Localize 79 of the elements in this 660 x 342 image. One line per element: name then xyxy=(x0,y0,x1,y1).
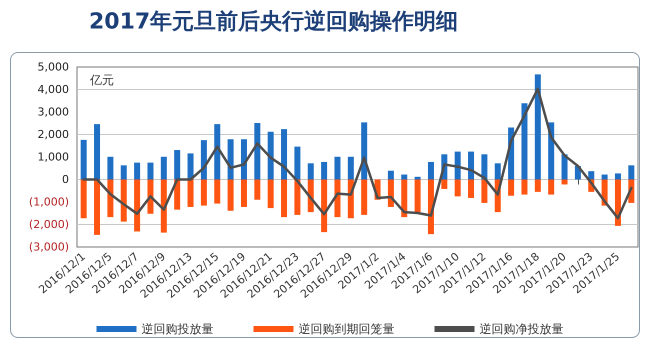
y-tick-label: 0 xyxy=(62,173,69,186)
bar xyxy=(160,156,167,180)
y-tick-label: 1,000 xyxy=(38,150,69,164)
bar xyxy=(562,180,568,184)
bar xyxy=(334,156,340,180)
bar xyxy=(521,103,528,180)
y-tick-label: 3,000 xyxy=(38,106,69,118)
bar xyxy=(401,174,408,180)
bar xyxy=(80,180,87,218)
y-tick-label: 2,000 xyxy=(38,128,69,141)
legend-label: 逆回购到期回笼量 xyxy=(298,322,394,336)
bar xyxy=(254,123,260,180)
line-series xyxy=(82,88,633,220)
bar xyxy=(602,174,608,180)
bar xyxy=(508,180,514,196)
legend-label: 逆回购投放量 xyxy=(142,322,214,336)
bar xyxy=(481,154,488,180)
bar xyxy=(441,180,448,189)
bar xyxy=(588,171,594,180)
bar xyxy=(321,162,328,180)
bar xyxy=(200,140,207,180)
bar xyxy=(240,139,247,180)
bar xyxy=(120,165,127,180)
bar xyxy=(94,124,100,180)
bar xyxy=(268,180,274,208)
bar xyxy=(388,170,394,180)
bar xyxy=(200,180,207,206)
bar xyxy=(214,124,220,180)
bar xyxy=(160,180,167,233)
y-tick-label: (2,000) xyxy=(28,218,69,231)
bar xyxy=(628,165,634,180)
bar xyxy=(281,129,288,180)
bar xyxy=(268,132,274,180)
bar xyxy=(562,154,568,180)
legend-label: 逆回购净投放量 xyxy=(480,322,564,336)
bar xyxy=(348,156,354,180)
bar xyxy=(294,180,300,215)
bar xyxy=(468,180,474,198)
bar xyxy=(454,180,461,196)
bar xyxy=(147,162,154,180)
bar xyxy=(188,153,194,180)
bar xyxy=(120,180,127,222)
chart-title: 2017年元旦前后央行逆回购操作明细 xyxy=(89,10,458,34)
bar xyxy=(414,180,421,212)
y-tick-label: 5,000 xyxy=(38,60,69,74)
bar xyxy=(548,180,554,195)
bar xyxy=(254,180,260,200)
bar xyxy=(361,180,368,215)
bar xyxy=(94,180,100,235)
bar xyxy=(401,180,408,218)
bar xyxy=(240,180,247,207)
bar xyxy=(321,180,328,232)
y-tick-label: (1,000) xyxy=(28,196,69,208)
y-tick-label: 4,000 xyxy=(38,83,69,96)
bar xyxy=(134,162,140,180)
bar xyxy=(188,180,194,207)
bar xyxy=(534,180,541,192)
bar xyxy=(228,180,234,211)
bar xyxy=(80,140,87,180)
bar xyxy=(308,163,314,180)
y-tick-label: (3,000) xyxy=(28,240,69,254)
bar xyxy=(494,163,501,180)
bar xyxy=(521,180,528,195)
bar xyxy=(414,176,421,180)
bar xyxy=(614,173,621,180)
bar xyxy=(481,180,488,203)
bar xyxy=(334,180,340,218)
bar xyxy=(107,180,114,218)
bar xyxy=(174,150,180,180)
bar xyxy=(281,180,288,218)
bar xyxy=(214,180,220,204)
bar xyxy=(294,146,300,180)
bar xyxy=(428,162,434,180)
bar xyxy=(534,74,541,180)
bar xyxy=(228,139,234,180)
bar xyxy=(454,152,461,180)
bar xyxy=(134,180,140,232)
bar xyxy=(107,156,114,180)
annotation: 亿元 xyxy=(89,73,114,87)
